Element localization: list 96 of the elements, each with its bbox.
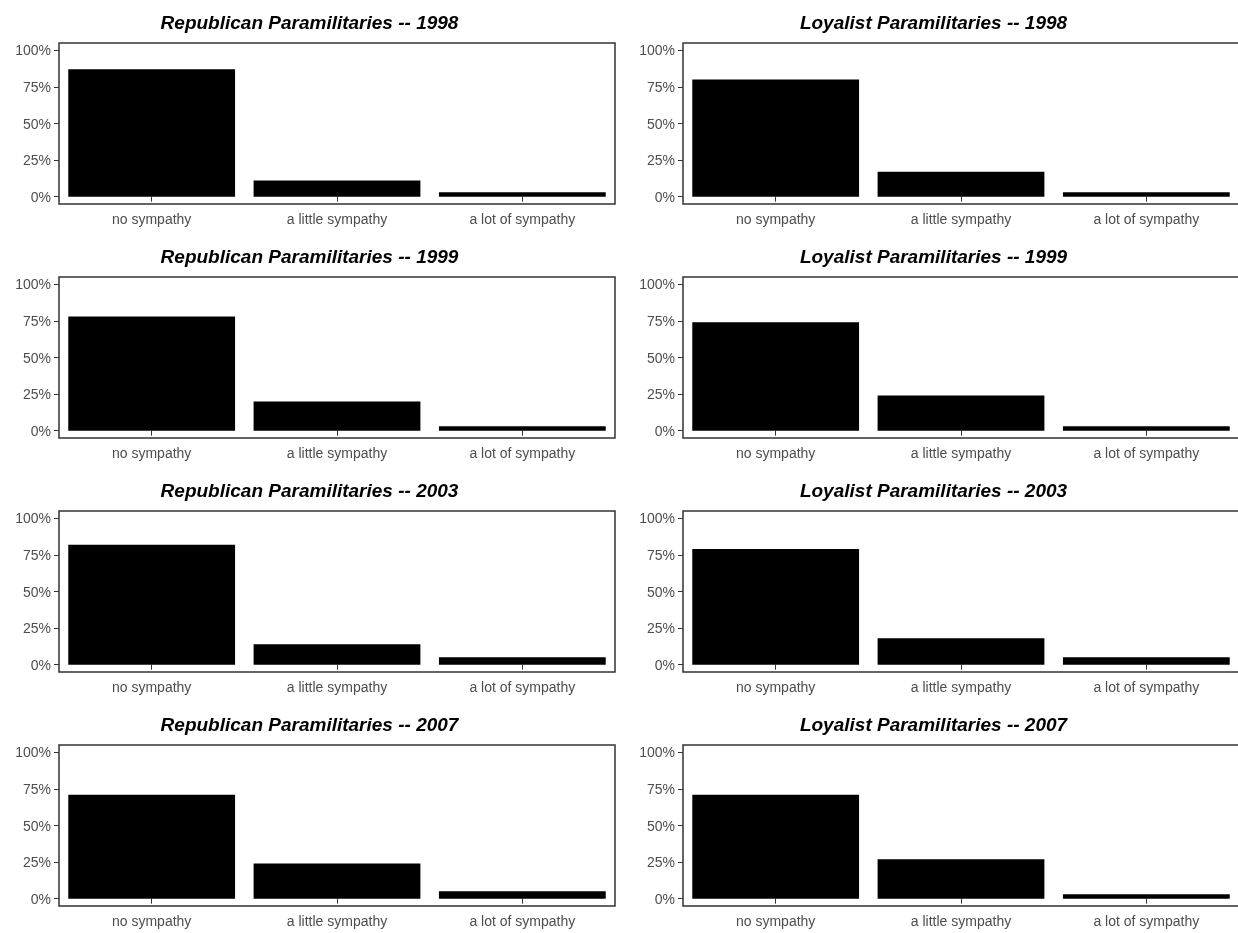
y-tick-label: 50% — [22, 349, 51, 366]
x-tick-label: a little sympathy — [910, 913, 1012, 929]
bar — [877, 171, 1045, 197]
chart-title: Loyalist Paramilitaries -- 2007 — [799, 714, 1069, 735]
bar — [692, 322, 860, 431]
y-tick-label: 100% — [15, 510, 51, 527]
x-tick-label: a lot of sympathy — [1093, 913, 1200, 929]
y-tick-label: 75% — [646, 312, 675, 329]
x-tick-label: a lot of sympathy — [469, 679, 576, 695]
y-tick-label: 50% — [22, 817, 51, 834]
x-tick-label: no sympathy — [735, 445, 816, 461]
bar — [438, 426, 606, 431]
bar — [692, 79, 860, 197]
x-tick-label: a little sympathy — [286, 211, 388, 227]
x-tick-label: a lot of sympathy — [469, 913, 576, 929]
y-tick-label: 75% — [22, 780, 51, 797]
y-tick-label: 75% — [22, 312, 51, 329]
y-tick-label: 25% — [646, 620, 675, 637]
x-tick-label: a little sympathy — [910, 679, 1012, 695]
y-tick-label: 25% — [22, 620, 51, 637]
x-tick-label: a little sympathy — [910, 211, 1012, 227]
bar — [1062, 894, 1230, 899]
chart-title: Republican Paramilitaries -- 1999 — [160, 246, 459, 267]
y-tick-label: 100% — [639, 42, 675, 59]
x-tick-label: a lot of sympathy — [1093, 211, 1200, 227]
bar — [438, 192, 606, 197]
bar — [68, 794, 236, 899]
y-tick-label: 25% — [22, 854, 51, 871]
y-tick-label: 75% — [22, 546, 51, 563]
y-tick-label: 75% — [646, 780, 675, 797]
y-tick-label: 100% — [639, 276, 675, 293]
bar — [877, 395, 1045, 431]
x-tick-label: a lot of sympathy — [469, 211, 576, 227]
bar — [692, 549, 860, 665]
x-tick-label: a lot of sympathy — [1093, 445, 1200, 461]
chart-title: Republican Paramilitaries -- 2003 — [160, 480, 459, 501]
x-tick-label: no sympathy — [111, 445, 192, 461]
bar — [877, 638, 1045, 665]
y-tick-label: 25% — [646, 854, 675, 871]
y-tick-label: 100% — [639, 510, 675, 527]
x-tick-label: no sympathy — [111, 679, 192, 695]
chart-title: Loyalist Paramilitaries -- 1999 — [799, 246, 1068, 267]
y-tick-label: 0% — [30, 188, 51, 205]
bar — [1062, 657, 1230, 665]
y-tick-label: 0% — [30, 422, 51, 439]
x-tick-label: a little sympathy — [286, 679, 388, 695]
bar — [253, 401, 421, 431]
x-tick-label: no sympathy — [735, 679, 816, 695]
chart-title: Loyalist Paramilitaries -- 1998 — [799, 12, 1068, 33]
x-tick-label: a little sympathy — [286, 913, 388, 929]
y-tick-label: 0% — [30, 656, 51, 673]
y-tick-label: 75% — [22, 78, 51, 95]
bar — [253, 863, 421, 899]
bar — [877, 859, 1045, 899]
bar — [68, 544, 236, 665]
chart-title: Republican Paramilitaries -- 1998 — [160, 12, 459, 33]
x-tick-label: a lot of sympathy — [1093, 679, 1200, 695]
y-tick-label: 0% — [654, 656, 675, 673]
bar — [692, 794, 860, 899]
y-tick-label: 50% — [646, 583, 675, 600]
chart-title: Loyalist Paramilitaries -- 2003 — [799, 480, 1068, 501]
bar — [1062, 192, 1230, 197]
y-tick-label: 25% — [646, 152, 675, 169]
y-tick-label: 25% — [646, 386, 675, 403]
y-tick-label: 0% — [654, 890, 675, 907]
y-tick-label: 100% — [15, 276, 51, 293]
y-tick-label: 50% — [22, 115, 51, 132]
y-tick-label: 75% — [646, 546, 675, 563]
y-tick-label: 0% — [654, 188, 675, 205]
chart-title: Republican Paramilitaries -- 2007 — [160, 714, 460, 735]
y-tick-label: 100% — [15, 744, 51, 761]
x-tick-label: a little sympathy — [910, 445, 1012, 461]
y-tick-label: 25% — [22, 386, 51, 403]
bar — [1062, 426, 1230, 431]
bar — [253, 644, 421, 665]
y-tick-label: 100% — [639, 744, 675, 761]
bar — [438, 657, 606, 665]
x-tick-label: a little sympathy — [286, 445, 388, 461]
y-tick-label: 50% — [646, 349, 675, 366]
y-tick-label: 50% — [646, 115, 675, 132]
bar — [68, 316, 236, 431]
y-tick-label: 25% — [22, 152, 51, 169]
bar — [68, 69, 236, 197]
y-tick-label: 50% — [646, 817, 675, 834]
y-tick-label: 0% — [30, 890, 51, 907]
x-tick-label: no sympathy — [111, 211, 192, 227]
bar — [438, 891, 606, 899]
y-tick-label: 0% — [654, 422, 675, 439]
x-tick-label: no sympathy — [735, 211, 816, 227]
bar — [253, 180, 421, 197]
x-tick-label: no sympathy — [111, 913, 192, 929]
y-tick-label: 75% — [646, 78, 675, 95]
x-tick-label: no sympathy — [735, 913, 816, 929]
y-tick-label: 100% — [15, 42, 51, 59]
x-tick-label: a lot of sympathy — [469, 445, 576, 461]
y-tick-label: 50% — [22, 583, 51, 600]
